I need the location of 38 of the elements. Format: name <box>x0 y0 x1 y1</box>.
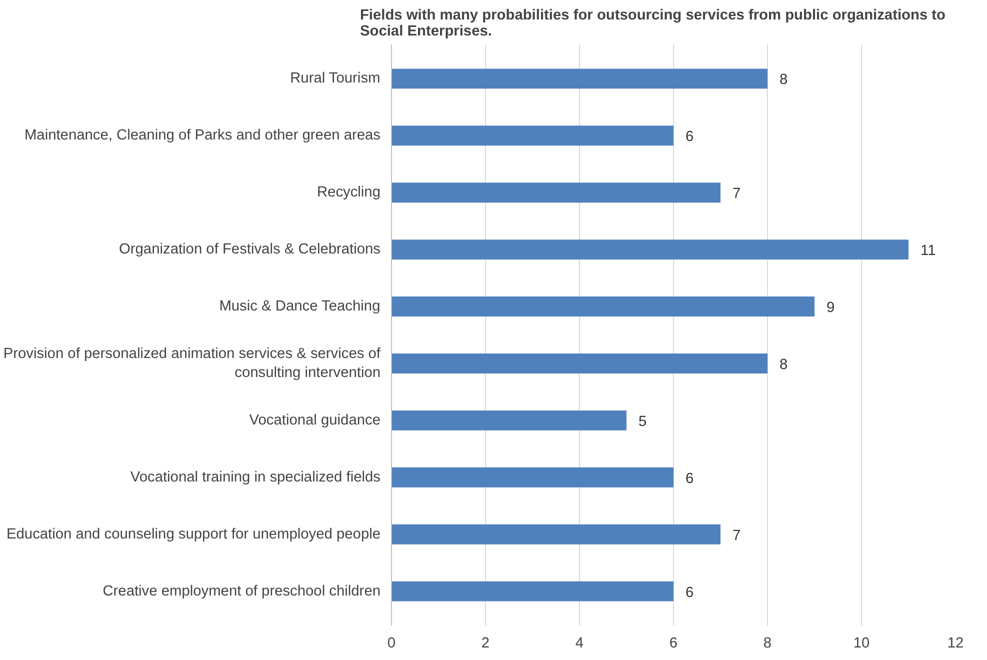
data-label: 6 <box>686 129 694 146</box>
x-tick-label: 0 <box>387 636 396 652</box>
y-tick-label: Recycling <box>316 184 381 201</box>
bar <box>392 126 674 146</box>
x-tick-label: 6 <box>669 636 678 652</box>
data-label: 11 <box>920 243 936 260</box>
data-label: 8 <box>780 72 788 88</box>
y-tick-label: Music & Dance Teaching <box>219 298 380 315</box>
data-label: 9 <box>826 300 835 316</box>
data-label: 8 <box>780 356 788 373</box>
x-tick-label: 4 <box>575 636 584 652</box>
data-label: 5 <box>638 414 647 430</box>
y-tick-label: Education and counseling support for unemployed people <box>6 526 380 542</box>
y-tick-label: Creative employment of preschool children <box>102 583 381 600</box>
bar <box>392 354 768 374</box>
y-tick-label: Maintenance, Cleaning of Parks and other green areas <box>24 128 381 144</box>
x-tick-label: 12 <box>947 636 964 652</box>
data-label: 7 <box>732 186 741 202</box>
y-tick-label: Provision of personalized animation services & services of consulting intervention <box>3 346 382 382</box>
bar <box>392 581 674 602</box>
chart-title: Fields with many probabilities for outsourcing services from public organizations to Social Enterprises. <box>360 8 946 40</box>
bar <box>392 182 720 203</box>
bar <box>392 467 674 488</box>
y-tick-label: Vocational guidance <box>249 412 381 428</box>
bar <box>392 410 626 430</box>
data-label: 6 <box>686 584 694 601</box>
x-tick-label: 8 <box>763 636 772 652</box>
x-tick-label: 2 <box>481 636 490 652</box>
data-label: 6 <box>686 470 694 487</box>
y-tick-label: Organization of Festivals & Celebrations <box>119 242 381 258</box>
bar <box>392 68 768 89</box>
y-tick-label: Vocational training in specialized fields <box>130 469 381 486</box>
bar <box>392 296 814 316</box>
bar <box>392 240 908 260</box>
bar <box>392 524 720 544</box>
x-tick-label: 10 <box>853 636 870 652</box>
data-label: 7 <box>732 528 741 544</box>
y-tick-label: Rural Tourism <box>290 70 380 87</box>
